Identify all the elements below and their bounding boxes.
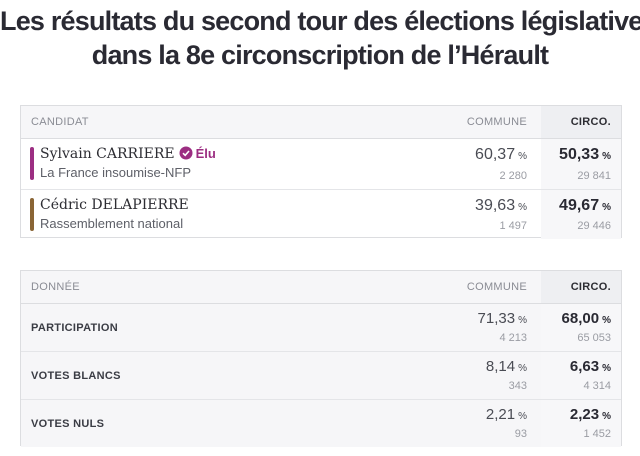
data-row-participation: PARTICIPATION 71,33% 4 213 68,00% 65 053 [21,304,621,352]
candidate-name-row: Sylvain CARRIERE Élu [40,146,216,164]
circo-column-shade [541,400,621,447]
percent-unit: % [602,363,611,374]
candidate-party: La France insoumise-NFP [40,165,191,180]
header-commune: COMMUNE [466,281,527,293]
percent-unit: % [602,202,611,213]
circo-percent-value: 68,00 [561,310,600,327]
circo-percent: 6,63% [570,358,611,376]
data-table-header: DONNÉE COMMUNE CIRCO. [21,271,621,304]
header-candidate: CANDIDAT [31,116,89,128]
circo-percent-value: 50,33 [559,146,600,163]
data-row-votes-nuls: VOTES NULS 2,21% 93 2,23% 1 452 [21,400,621,447]
party-color-bar [30,147,34,180]
elected-label: Élu [195,146,216,161]
circo-percent-value: 6,63 [569,358,600,375]
header-circo: CIRCO. [570,116,611,128]
commune-count: 343 [508,380,527,392]
header-circo: CIRCO. [570,281,611,293]
circo-votes: 29 446 [577,220,611,232]
circo-percent: 50,33% [559,146,611,164]
party-color-bar [30,198,34,231]
commune-percent-value: 2,21 [485,406,516,423]
circo-column-shade [541,190,621,239]
data-table: DONNÉE COMMUNE CIRCO. PARTICIPATION 71,3… [20,270,622,447]
results-table-header: CANDIDAT COMMUNE CIRCO. [21,106,621,139]
commune-percent: 60,37% [475,146,527,164]
commune-percent-value: 8,14 [485,358,516,375]
circo-percent: 68,00% [562,310,611,328]
commune-percent: 2,21% [486,406,527,424]
title-line-2: dans la 8e circonscription de l’Hérault [91,40,549,70]
circo-column-shade [541,304,621,351]
header-circo-cell: CIRCO. [541,106,621,138]
candidate-name: Cédric DELAPIERRE [40,197,189,213]
percent-unit: % [518,315,527,326]
commune-count: 4 213 [499,332,527,344]
commune-percent-value: 39,63 [475,197,516,214]
commune-percent: 8,14% [486,358,527,376]
data-row-label: PARTICIPATION [31,322,119,334]
commune-votes: 1 497 [499,220,527,232]
circo-percent-value: 2,23 [569,406,600,423]
percent-unit: % [518,363,527,374]
circo-percent: 2,23% [570,406,611,424]
results-table: CANDIDAT COMMUNE CIRCO. Sylvain CARRIERE… [20,105,622,239]
circo-column-shade [541,139,621,189]
commune-percent: 39,63% [475,197,527,215]
title-line-1: Les résultats du second tour des électio… [0,6,640,36]
header-data: DONNÉE [31,281,80,293]
candidate-name: Sylvain CARRIERE [40,146,175,162]
circo-count: 65 053 [577,332,611,344]
commune-votes: 2 280 [499,170,527,182]
circo-count: 1 452 [583,428,611,440]
page-title: Les résultats du second tour des électio… [0,4,640,72]
percent-unit: % [518,202,527,213]
circo-votes: 29 841 [577,170,611,182]
header-circo-cell: CIRCO. [541,271,621,303]
percent-unit: % [602,411,611,422]
percent-unit: % [518,411,527,422]
candidate-party: Rassemblement national [40,216,184,231]
circo-count: 4 314 [583,380,611,392]
circo-percent-value: 49,67 [559,197,600,214]
commune-percent-value: 60,37 [475,146,516,163]
candidate-row: Cédric DELAPIERRE Rassemblement national… [21,190,621,239]
data-row-votes-blancs: VOTES BLANCS 8,14% 343 6,63% 4 314 [21,352,621,400]
percent-unit: % [602,315,611,326]
commune-count: 93 [514,428,527,440]
check-badge-icon [179,146,193,164]
data-row-label: VOTES BLANCS [31,370,121,382]
circo-column-shade [541,352,621,399]
header-commune: COMMUNE [466,116,527,128]
candidate-row: Sylvain CARRIERE Élu La France insoumise-… [21,139,621,190]
data-row-label: VOTES NULS [31,418,105,430]
percent-unit: % [602,151,611,162]
circo-percent: 49,67% [559,197,611,215]
percent-unit: % [518,151,527,162]
commune-percent-value: 71,33 [477,310,516,327]
commune-percent: 71,33% [478,310,527,328]
